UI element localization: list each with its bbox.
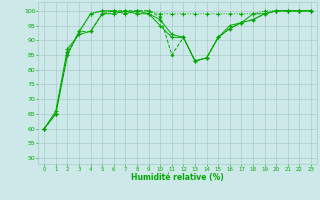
X-axis label: Humidité relative (%): Humidité relative (%)	[131, 173, 224, 182]
